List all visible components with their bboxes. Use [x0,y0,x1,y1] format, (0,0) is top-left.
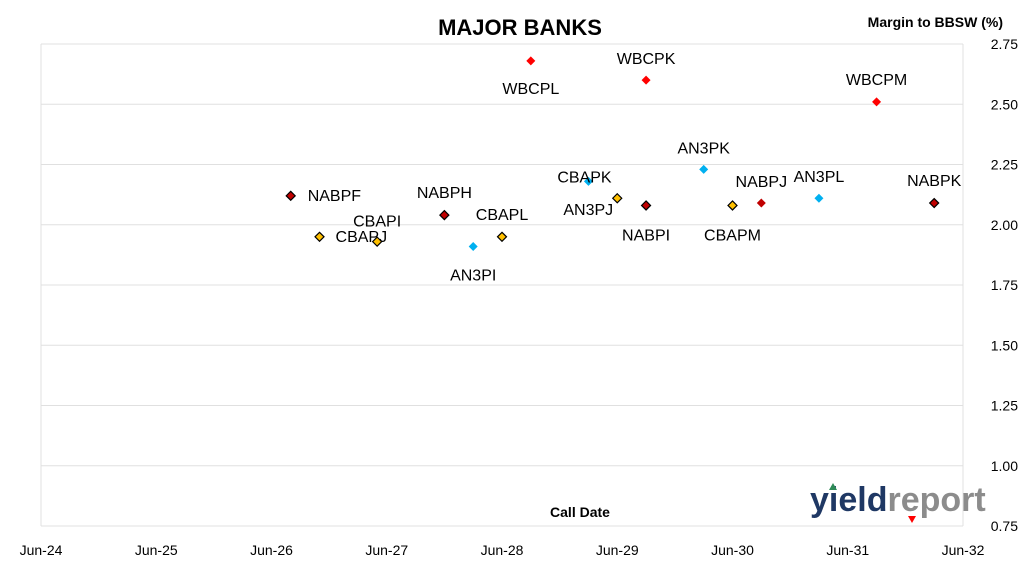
point-label-cbapl: CBAPL [476,207,529,224]
point-label-nabpk: NABPK [907,173,962,190]
logo-text-report: report [887,481,985,519]
x-tick-label: Jun-32 [942,542,985,558]
x-tick-label: Jun-28 [481,542,524,558]
x-tick-label: Jun-29 [596,542,639,558]
point-label-nabpj: NABPJ [736,174,788,191]
point-label-cbapm: CBAPM [704,227,761,244]
point-label-cbapi: CBAPI [353,214,401,231]
data-point-cbapj [314,231,325,243]
data-point-wbcpk [641,75,651,85]
data-point-cbapk [583,176,593,186]
x-tick-label: Jun-31 [826,542,869,558]
data-point-an3pi [468,241,478,251]
data-point-nabpj [756,198,766,208]
data-point-wbcpm [872,97,882,107]
y-tick-label: 2.75 [991,36,1018,52]
data-point-nabpf [285,190,297,202]
y-tick-label: 2.00 [991,217,1018,233]
data-point-nabpi [640,200,652,211]
point-label-an3pi: AN3PI [450,267,496,284]
data-point-nabpk [928,197,940,209]
y-tick-label: 0.75 [991,518,1018,534]
x-axis-ticks: Jun-24 Jun-25 Jun-26 Jun-27 Jun-28 Jun-29 Jun-… [20,542,985,558]
point-label-an3pj: AN3PJ [563,202,613,219]
data-point-an3pl [814,193,824,203]
data-point-wbcpl [526,56,536,66]
point-label-cbapj: CBAPJ [336,229,388,246]
data-point-cbapi [371,236,383,247]
point-label-wbcpm: WBCPM [846,72,907,89]
point-label-wbcpl: WBCPL [502,81,559,98]
y-axis-ticks: 0.75 1.00 1.25 1.50 1.75 2.00 2.25 2.50 2.75 [991,36,1018,534]
y-tick-label: 1.75 [991,277,1018,293]
x-tick-label: Jun-25 [135,542,178,558]
point-label-nabpf: NABPF [308,188,362,205]
up-arrow-icon [829,483,837,490]
x-axis-title: Call Date [550,504,610,520]
yieldreport-logo: yieldreport [810,481,986,523]
point-label-wbcpk: WBCPK [617,51,676,68]
x-tick-label: Jun-27 [365,542,408,558]
point-label-cbapk: CBAPK [557,169,612,186]
x-tick-label: Jun-26 [250,542,293,558]
data-point-cbapl [496,231,508,243]
data-point-an3pj [611,192,623,204]
logo-text-yield: yield [810,481,887,519]
y-tick-label: 2.50 [991,96,1018,112]
point-label-nabpi: NABPI [622,227,670,244]
x-tick-label: Jun-24 [20,542,63,558]
data-point-cbapm [727,200,738,211]
x-tick-label: Jun-30 [711,542,754,558]
y-tick-label: 1.25 [991,398,1018,414]
gridlines [40,43,964,527]
y-axis-title: Margin to BBSW (%) [868,14,1003,30]
point-label-an3pk: AN3PK [677,140,730,157]
data-point-nabph [439,209,450,221]
data-point-an3pk [699,164,709,174]
point-label-an3pl: AN3PL [794,169,845,186]
chart-title: MAJOR BANKS [438,15,602,40]
y-tick-label: 1.00 [991,458,1018,474]
data-points [285,56,940,251]
svg-text:yieldreport: yieldreport [810,481,986,519]
y-tick-label: 2.25 [991,157,1018,173]
y-tick-label: 1.50 [991,337,1018,353]
down-arrow-icon [908,516,916,523]
point-label-nabph: NABPH [417,185,472,202]
